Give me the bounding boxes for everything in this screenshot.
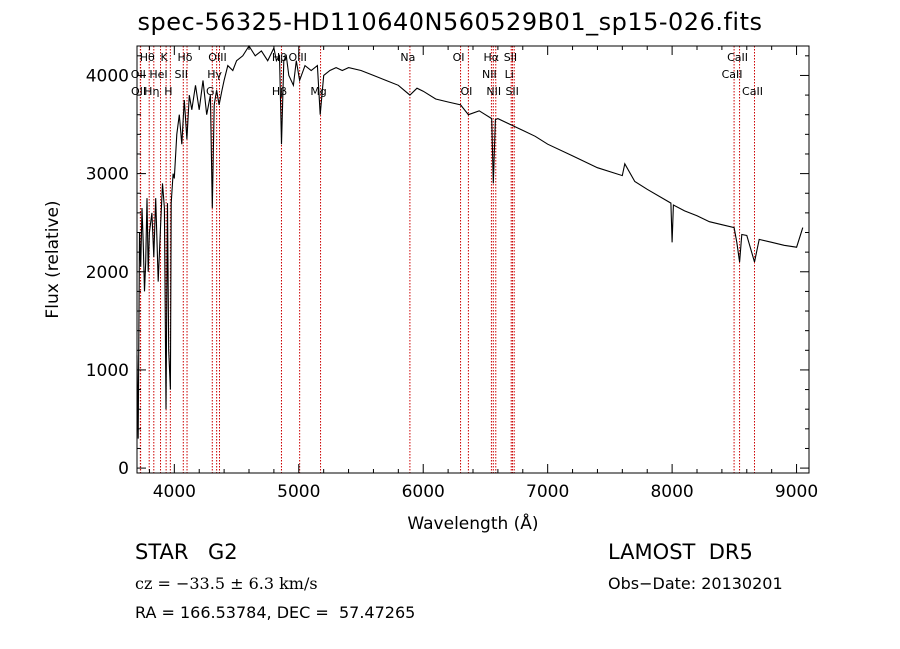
y-tick-label: 2000 [86,263,129,283]
x-tick-label: 8000 [650,482,693,502]
line-marker-label: Hβ [272,85,287,98]
line-marker-label: SII [175,68,188,81]
line-marker-label: SII [505,85,518,98]
ra-dec: RA = 166.53784, DEC = 57.47265 [135,603,416,622]
chart-title: spec-56325-HD110640N560529B01_sp15-026.f… [137,8,763,36]
line-marker-label: NII [486,85,501,98]
line-marker-label: Hα [484,51,500,64]
line-marker-label: OIII [208,51,226,64]
line-marker-label: HeI [149,68,167,81]
x-tick-label: 9000 [775,482,818,502]
line-marker-layer [139,46,755,473]
x-axis-label: Wavelength (Å) [407,512,538,534]
y-tick-label: 3000 [86,165,129,185]
obs-date: Obs−Date: 20130201 [608,574,783,593]
tick-layer [137,46,809,473]
spectrum-line [136,44,804,439]
line-marker-label: K [161,51,169,64]
line-marker-label: OI [453,51,465,64]
line-marker-label: NII [482,68,497,81]
line-marker-label: Hδ [178,51,193,64]
line-marker-label: CaII [722,68,743,81]
object-subclass: G2 [208,540,238,564]
x-tick-label: 5000 [277,482,320,502]
line-marker-label: CaII [742,85,763,98]
plot-frame [136,45,810,474]
line-marker-label: G [206,85,215,98]
line-marker-label: Li [505,68,514,81]
x-tick-label: 6000 [402,482,445,502]
line-marker-label: OII [131,85,146,98]
line-marker-label: OI [460,85,472,98]
line-marker-label: Hη [144,85,159,98]
line-marker-label: Hβ [272,51,287,64]
y-tick-label: 4000 [86,66,129,86]
y-tick-label: 1000 [86,361,129,381]
line-marker-label: H [164,85,172,98]
line-marker-label: Mg [310,85,326,98]
y-tick-label: 0 [118,459,129,479]
y-axis-label: Flux (relative) [43,200,63,318]
x-tick-label: 4000 [153,482,196,502]
line-marker-label: OII [131,68,146,81]
x-tick-label: 7000 [526,482,569,502]
line-marker-label: SII [504,51,517,64]
line-marker-label: CaII [727,51,748,64]
redshift-cz: cz = −33.5 ± 6.3 km/s [135,574,318,593]
line-marker-label: Na [400,51,415,64]
object-class: STAR [135,540,189,564]
line-marker-label: Hγ [207,68,222,81]
series-layer [136,44,804,439]
survey-name: LAMOST DR5 [608,540,753,564]
line-marker-label: Hθ [140,51,155,64]
line-marker-label: OIII [288,51,306,64]
